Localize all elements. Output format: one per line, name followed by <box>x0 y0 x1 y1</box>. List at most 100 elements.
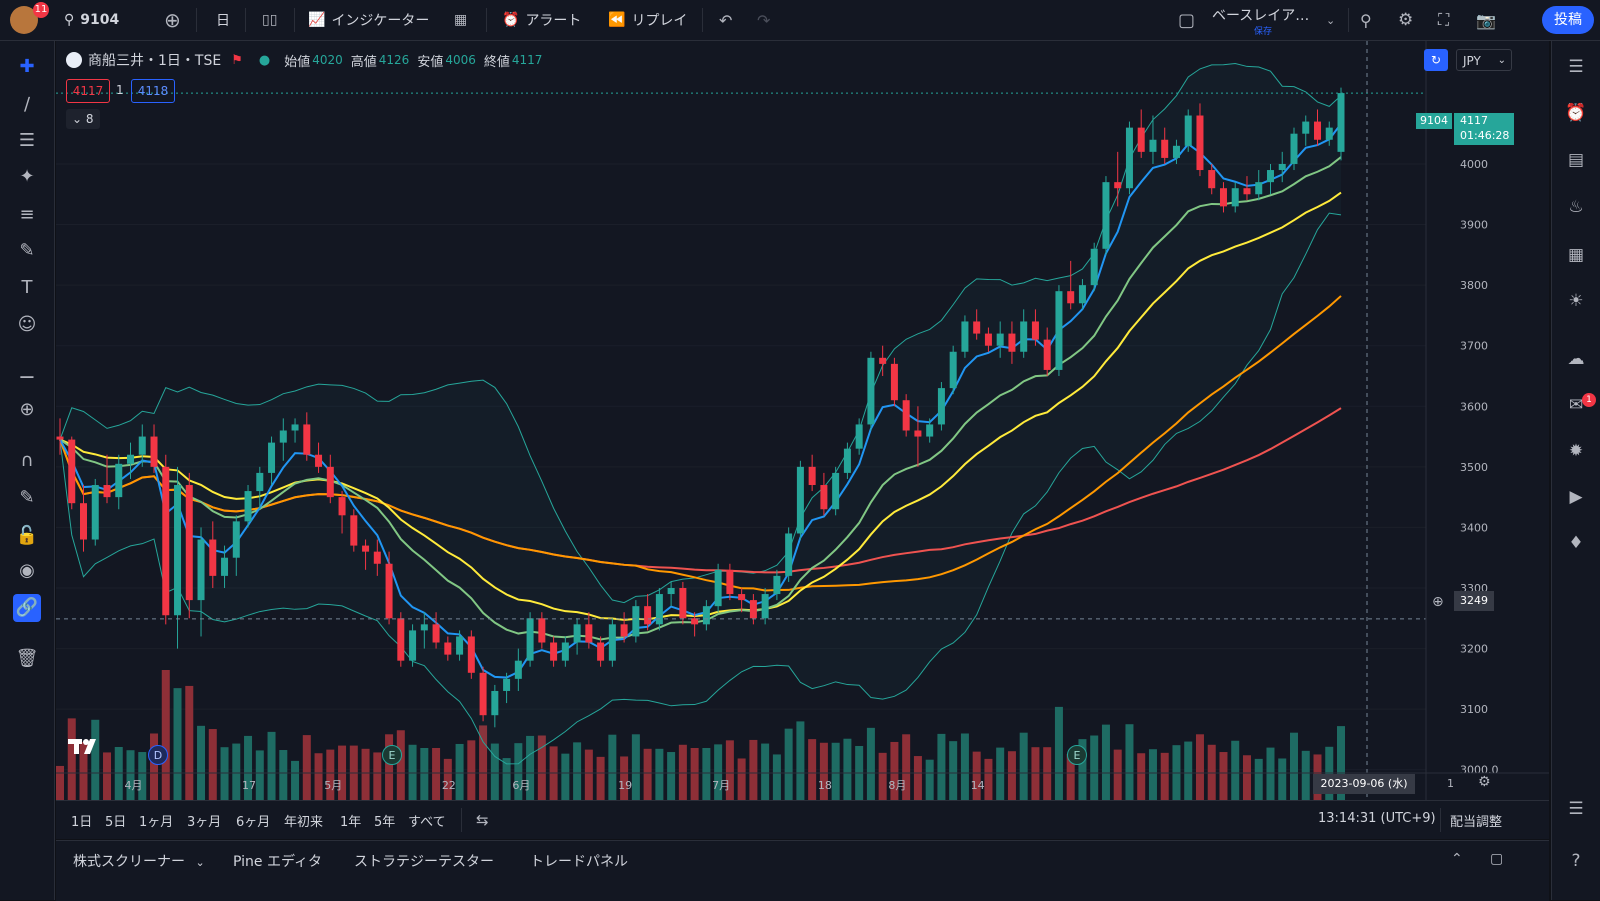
link-icon[interactable]: 🔗 <box>13 594 41 622</box>
text-tool-icon[interactable]: T <box>21 277 33 298</box>
help-icon[interactable]: ? <box>1571 851 1581 871</box>
clock-time[interactable]: 13:14:31 (UTC+9) <box>1318 811 1436 826</box>
earnings-marker[interactable]: E <box>382 745 402 765</box>
volume-bar <box>161 670 170 800</box>
candle-body <box>91 485 99 540</box>
replay-button[interactable]: ⏪ リプレイ <box>608 0 687 40</box>
candle-body <box>796 466 804 534</box>
axis-settings-icon[interactable]: ⚙ <box>1478 774 1491 790</box>
symbol-search[interactable]: ⚲ 9104 <box>64 0 119 40</box>
chart-area[interactable]: 4000 3900 3800 3700 3600 3500 3400 3300 3200 3100… <box>56 41 1549 815</box>
indicators-button[interactable]: 📈 インジケーター <box>308 0 429 40</box>
price-chart[interactable]: 4000390038003700360035003400330032003100… <box>56 41 1549 800</box>
streams-bulb-icon[interactable]: ✹ <box>1568 441 1584 461</box>
chevron-up-icon[interactable]: ⌃ <box>1451 851 1463 867</box>
dividend-marker[interactable]: D <box>148 745 168 765</box>
alert-button[interactable]: ⏰ アラート <box>502 0 581 40</box>
range-3m[interactable]: 3ヶ月 <box>187 815 222 830</box>
trash-icon[interactable]: 🗑 <box>15 648 39 669</box>
volume-bar <box>56 765 64 800</box>
candle-body <box>491 690 499 716</box>
date-tick-label: 4月 <box>125 779 143 792</box>
layout-name[interactable]: ベースレイア… <box>1212 8 1310 24</box>
price-tick-label: 3600 <box>1460 400 1488 413</box>
range-all[interactable]: すべて <box>408 815 446 830</box>
data-window-icon[interactable]: ▤ <box>1567 150 1585 170</box>
maximize-panel-icon[interactable]: ▢ <box>1490 851 1504 867</box>
volume-bar <box>808 739 817 800</box>
lock-icon[interactable]: 🔓 <box>15 525 39 546</box>
tab-strategy-tester[interactable]: ストラテジーテスター <box>354 854 494 870</box>
volume-bar <box>655 748 664 800</box>
candle-style-icon[interactable]: ▯▯ <box>262 12 278 28</box>
low-value: 4006 <box>445 53 476 67</box>
volume-bar <box>479 725 488 800</box>
range-6m[interactable]: 6ヶ月 <box>236 815 271 830</box>
broadcast-icon[interactable]: ▶ <box>1569 487 1583 507</box>
compare-add-icon[interactable]: ⊕ <box>164 8 181 32</box>
volume-bar <box>185 685 194 800</box>
currency-select[interactable]: JPY ⌄ <box>1456 49 1512 71</box>
range-1d[interactable]: 1日 <box>71 815 93 830</box>
messages-icon[interactable]: ✉ <box>1568 395 1584 415</box>
range-ytd[interactable]: 年初来 <box>284 815 324 830</box>
ideas-bulb-icon[interactable]: ☀ <box>1568 291 1584 311</box>
emoji-icon[interactable]: ☺ <box>17 314 37 335</box>
volume-bar <box>596 756 605 800</box>
undo-icon[interactable]: ↶ <box>719 10 733 30</box>
tab-trade-panel[interactable]: トレードパネル <box>530 854 628 870</box>
candle-body <box>150 436 158 467</box>
lock-draw-icon[interactable]: ✎ <box>19 487 35 508</box>
watchlist-icon[interactable]: ☰ <box>1568 57 1584 77</box>
post-button[interactable]: 投稿 <box>1542 6 1594 34</box>
trend-line-icon[interactable]: ∕ <box>23 94 31 115</box>
sync-icon[interactable]: ↻ <box>1424 49 1448 71</box>
range-5y[interactable]: 5年 <box>374 815 396 830</box>
ruler-icon[interactable]: ⚊ <box>18 362 36 383</box>
layout-square-icon[interactable]: ▢ <box>1178 9 1196 31</box>
earnings-marker[interactable]: E <box>1067 745 1087 765</box>
camera-icon[interactable]: 📷 <box>1476 10 1496 30</box>
zoom-in-icon[interactable]: ⊕ <box>19 399 35 420</box>
tab-pine-editor[interactable]: Pine エディタ <box>233 854 322 870</box>
replay-label: リプレイ <box>631 13 688 29</box>
chevron-down-icon[interactable]: ⌄ <box>1326 13 1336 27</box>
redo-icon[interactable]: ↷ <box>757 10 771 30</box>
range-1y[interactable]: 1年 <box>340 815 362 830</box>
gear-icon[interactable]: ⚙ <box>1398 10 1414 30</box>
messages-badge: 1 <box>1582 393 1596 407</box>
templates-icon[interactable]: ▦ <box>454 12 468 28</box>
volume-bar <box>761 743 770 800</box>
buy-price-button[interactable]: 4118 <box>131 79 175 103</box>
alarm-clock-icon[interactable]: ⏰ <box>1565 103 1587 123</box>
tab-stock-screener[interactable]: 株式スクリーナー ⌄ <box>73 851 205 871</box>
date-tick-label: 7月 <box>712 779 730 792</box>
interval-button[interactable]: 日 <box>216 13 230 29</box>
candle-body <box>1266 170 1274 183</box>
hotlist-flame-icon[interactable]: ♨ <box>1568 197 1584 217</box>
chat-cloud-icon[interactable]: ☁ <box>1567 349 1585 369</box>
eye-icon[interactable]: ◉ <box>19 560 35 581</box>
brush-icon[interactable]: ✎ <box>19 240 35 261</box>
goto-date-icon[interactable]: ⇆ <box>476 811 489 829</box>
price-tick-label: 3900 <box>1460 219 1488 232</box>
dividend-adjust-toggle[interactable]: 配当調整 <box>1450 815 1503 830</box>
quick-search-icon[interactable]: ⚲ <box>1360 10 1372 30</box>
calendar-icon[interactable]: ▦ <box>1567 245 1585 265</box>
indicators-collapse[interactable]: ⌄ 8 <box>66 109 100 129</box>
range-5d[interactable]: 5日 <box>105 815 127 830</box>
fullscreen-icon[interactable]: ⛶ <box>1438 10 1450 29</box>
bell-icon[interactable]: ♦ <box>1568 533 1584 553</box>
range-1m[interactable]: 1ヶ月 <box>139 815 174 830</box>
add-alert-icon[interactable]: ⊕ <box>1432 594 1444 610</box>
pattern-icon[interactable]: ✦ <box>19 166 35 187</box>
layers-icon[interactable]: ☰ <box>1568 799 1584 819</box>
symbol-title[interactable]: 商船三井・1日・TSE <box>88 53 222 69</box>
crosshair-icon[interactable]: ✚ <box>19 56 35 77</box>
sell-price-button[interactable]: 4117 <box>66 79 110 103</box>
fib-levels-icon[interactable]: ☰ <box>18 130 36 151</box>
volume-bar <box>385 734 394 800</box>
magnet-icon[interactable]: ∩ <box>20 450 34 471</box>
forecast-icon[interactable]: ≡ <box>19 204 35 225</box>
date-tick-label: 6月 <box>512 779 530 792</box>
